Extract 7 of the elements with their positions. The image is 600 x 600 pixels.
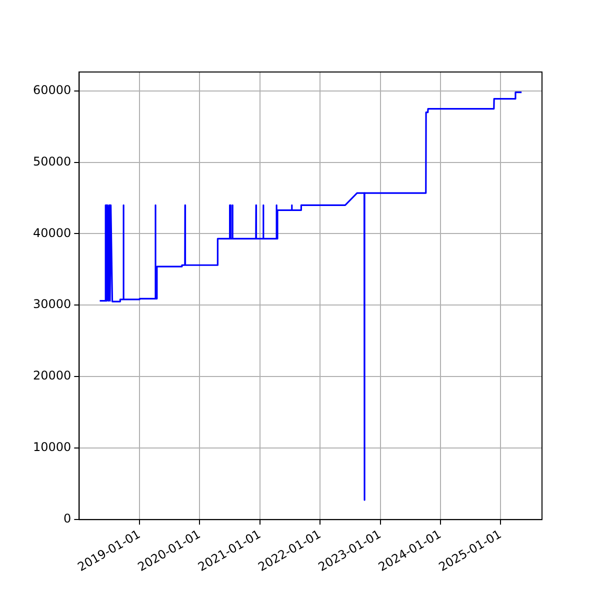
y-tick-label: 20000 [32, 368, 72, 383]
y-tick-label: 60000 [32, 83, 72, 98]
y-tick-label: 30000 [32, 297, 72, 312]
y-tick-label: 0 [64, 511, 72, 526]
y-tick-label: 50000 [32, 154, 72, 168]
y-tick-label: 40000 [32, 226, 72, 240]
y-tick-label: 10000 [32, 440, 72, 454]
